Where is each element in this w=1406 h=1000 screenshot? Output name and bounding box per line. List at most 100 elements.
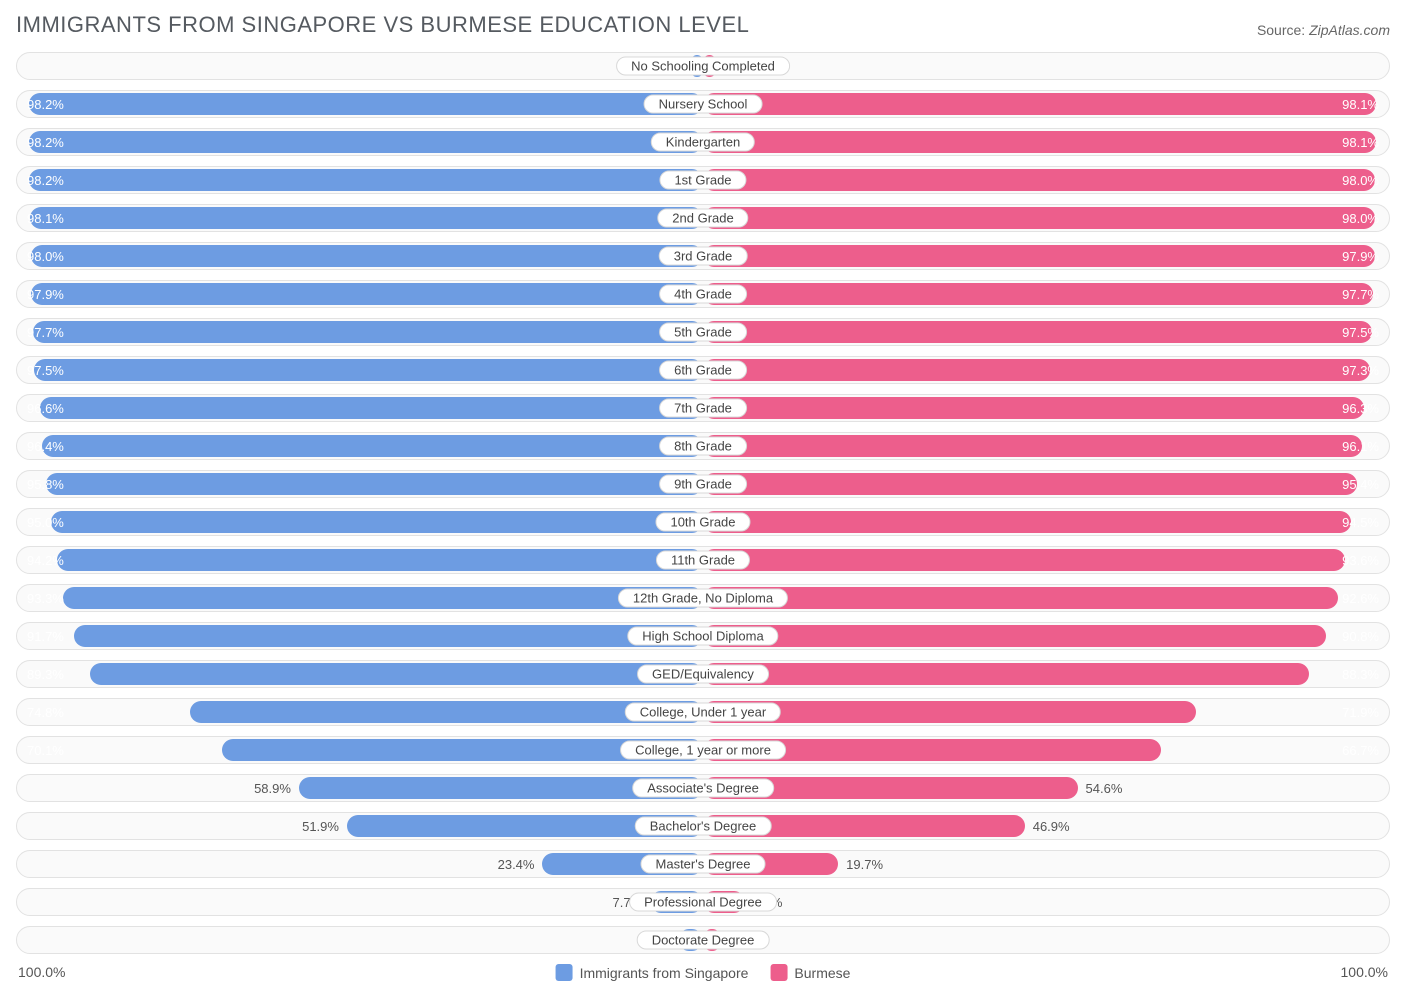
category-label: 6th Grade — [659, 361, 747, 380]
value-left: 58.9% — [246, 775, 299, 801]
chart-row: 74.8% 71.9% College, Under 1 year — [16, 698, 1390, 726]
chart-row: 97.5% 97.3%6th Grade — [16, 356, 1390, 384]
value-right: 46.9% — [1025, 813, 1078, 839]
legend-item-right: Burmese — [770, 964, 850, 981]
value-right: 97.5% — [720, 319, 1389, 345]
chart-row: 98.2% 98.1%Kindergarten — [16, 128, 1390, 156]
chart-row: 98.1% 98.0%2nd Grade — [16, 204, 1390, 232]
value-left: 98.2% — [17, 167, 691, 193]
chart-row: 91.7%90.8%High School Diploma — [16, 622, 1390, 650]
value-left: 95.8% — [17, 471, 674, 497]
value-left: 97.9% — [17, 281, 689, 307]
value-right: 97.9% — [717, 243, 1389, 269]
value-left: 96.6% — [17, 395, 680, 421]
value-left: 51.9% — [294, 813, 347, 839]
category-label: 2nd Grade — [657, 209, 748, 228]
category-label: No Schooling Completed — [616, 57, 790, 76]
value-left: 91.7% — [17, 623, 646, 649]
value-right: 98.1% — [716, 91, 1389, 117]
value-right: 97.7% — [719, 281, 1389, 307]
diverging-bar-chart: 1.8%1.9%No Schooling Completed 98.2% 98.1%… — [16, 52, 1390, 954]
value-right: 54.6% — [1078, 775, 1131, 801]
source-value: ZipAtlas.com — [1309, 22, 1390, 38]
value-right: 93.6% — [747, 547, 1389, 573]
legend-label-right: Burmese — [794, 965, 850, 981]
category-label: 11th Grade — [656, 551, 750, 570]
category-label: Doctorate Degree — [637, 931, 770, 950]
value-right: 98.0% — [717, 205, 1389, 231]
chart-source: Source: ZipAtlas.com — [1257, 22, 1390, 38]
axis-right-max: 100.0% — [1341, 964, 1388, 980]
category-label: 9th Grade — [659, 475, 747, 494]
category-label: 5th Grade — [659, 323, 747, 342]
chart-row: 58.9% 54.6% Associate's Degree — [16, 774, 1390, 802]
chart-row: 95.0%94.5%10th Grade — [16, 508, 1390, 536]
value-left: 97.5% — [17, 357, 686, 383]
legend-item-left: Immigrants from Singapore — [556, 964, 749, 981]
value-right: 97.3% — [722, 357, 1389, 383]
chart-row: 89.3% 88.3% GED/Equivalency — [16, 660, 1390, 688]
value-right: 95.4% — [735, 471, 1389, 497]
chart-row: 97.7% 97.5%5th Grade — [16, 318, 1390, 346]
value-left: 23.4% — [490, 851, 543, 877]
value-left: 97.7% — [17, 319, 687, 345]
value-right: 96.1% — [730, 433, 1389, 459]
chart-row: 7.7%6.1%Professional Degree — [16, 888, 1390, 916]
category-label: College, 1 year or more — [620, 741, 786, 760]
chart-row: 3.7%2.6%Doctorate Degree — [16, 926, 1390, 954]
value-right: 98.1% — [716, 129, 1389, 155]
value-right: 88.3% — [783, 661, 1389, 687]
value-right: 98.0% — [717, 167, 1389, 193]
category-label: 12th Grade, No Diploma — [618, 589, 788, 608]
value-left: 89.3% — [17, 661, 630, 687]
chart-row: 51.9% 46.9% Bachelor's Degree — [16, 812, 1390, 840]
axis-left-max: 100.0% — [18, 964, 65, 980]
value-right: 71.9% — [896, 699, 1389, 725]
legend-swatch-right — [770, 964, 787, 981]
category-label: Professional Degree — [629, 893, 777, 912]
chart-legend: Immigrants from Singapore Burmese — [556, 964, 851, 981]
value-left: 93.3% — [17, 585, 657, 611]
value-left: 95.0% — [17, 509, 669, 535]
value-right: 66.7% — [931, 737, 1389, 763]
chart-row: 70.1% 66.7% College, 1 year or more — [16, 736, 1390, 764]
value-left: 98.0% — [17, 243, 689, 269]
source-label: Source: — [1257, 22, 1305, 38]
chart-row: 93.3% 92.6%12th Grade, No Diploma — [16, 584, 1390, 612]
chart-row: 95.8% 95.4%9th Grade — [16, 470, 1390, 498]
value-right: 94.5% — [741, 509, 1389, 535]
category-label: College, Under 1 year — [625, 703, 781, 722]
category-label: Associate's Degree — [632, 779, 774, 798]
legend-label-left: Immigrants from Singapore — [580, 965, 749, 981]
chart-footer: 100.0% Immigrants from Singapore Burmese… — [16, 964, 1390, 988]
value-left: 98.2% — [17, 91, 691, 117]
chart-row: 98.2% 98.0%1st Grade — [16, 166, 1390, 194]
chart-title: IMMIGRANTS FROM SINGAPORE VS BURMESE EDU… — [16, 12, 749, 38]
category-label: GED/Equivalency — [637, 665, 769, 684]
value-left: 74.8% — [17, 699, 530, 725]
category-label: 1st Grade — [659, 171, 746, 190]
value-right: 92.6% — [754, 585, 1389, 611]
chart-header: IMMIGRANTS FROM SINGAPORE VS BURMESE EDU… — [16, 12, 1390, 38]
category-label: Bachelor's Degree — [635, 817, 772, 836]
chart-row: 98.2% 98.1%Nursery School — [16, 90, 1390, 118]
chart-row: 96.4%96.1%8th Grade — [16, 432, 1390, 460]
category-label: 7th Grade — [659, 399, 747, 418]
value-left: 98.2% — [17, 129, 691, 155]
legend-swatch-left — [556, 964, 573, 981]
value-right: 19.7% — [838, 851, 891, 877]
category-label: 8th Grade — [659, 437, 747, 456]
category-label: High School Diploma — [627, 627, 778, 646]
category-label: 3rd Grade — [659, 247, 748, 266]
category-label: 4th Grade — [659, 285, 747, 304]
value-right: 96.3% — [728, 395, 1389, 421]
chart-row: 97.9% 97.7%4th Grade — [16, 280, 1390, 308]
chart-row: 98.0% 97.9%3rd Grade — [16, 242, 1390, 270]
chart-row: 94.2%93.6%11th Grade — [16, 546, 1390, 574]
category-label: Nursery School — [644, 95, 763, 114]
chart-row: 1.8%1.9%No Schooling Completed — [16, 52, 1390, 80]
category-label: Master's Degree — [641, 855, 766, 874]
value-left: 98.1% — [17, 205, 690, 231]
category-label: Kindergarten — [651, 133, 755, 152]
value-left: 70.1% — [17, 737, 498, 763]
